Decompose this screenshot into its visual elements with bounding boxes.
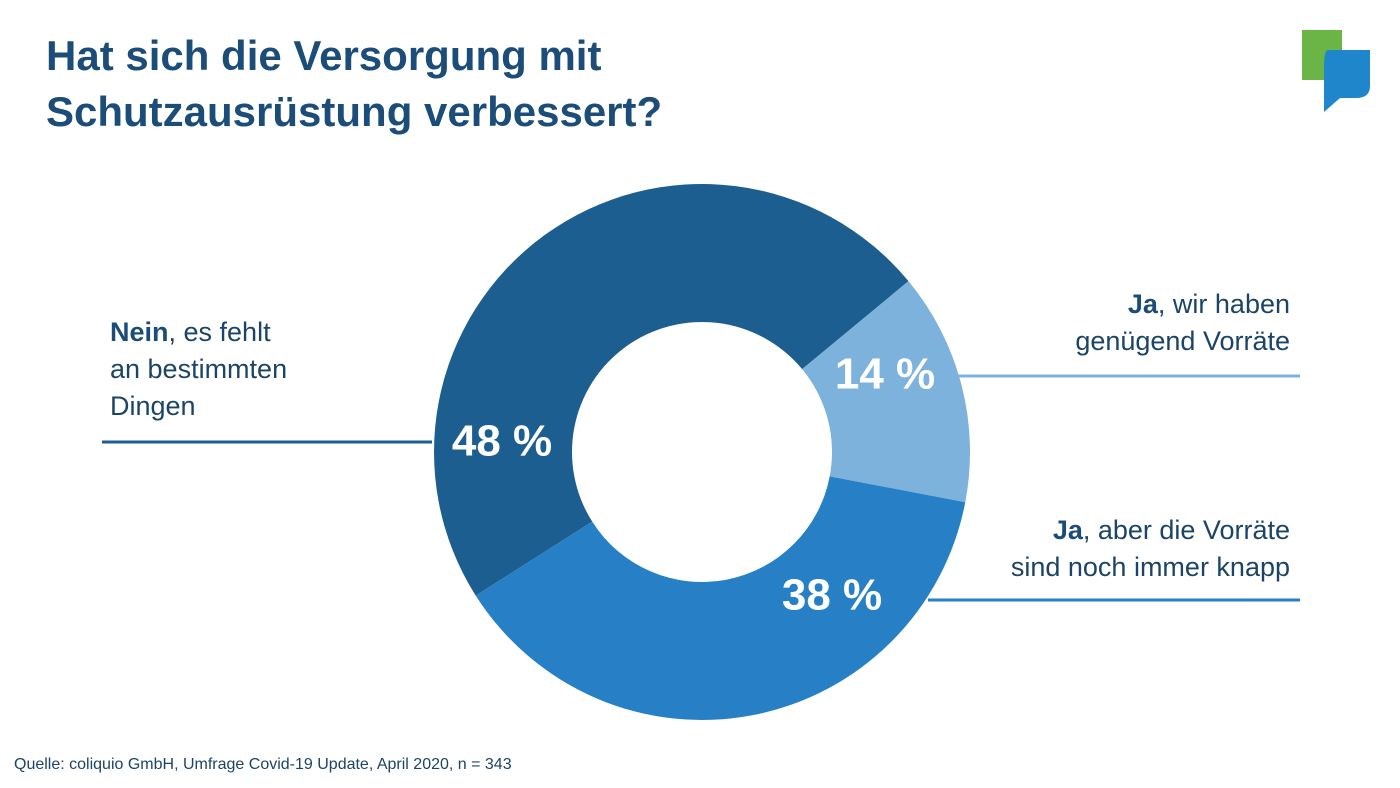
value-label-ja-knapp: 38 %	[782, 571, 882, 620]
slice-label-ja-knapp: Ja, aber die Vorräte sind noch immer kna…	[900, 512, 1290, 586]
chart-title-line-1: Hat sich die Versorgung mit	[46, 32, 602, 79]
chart-title: Hat sich die Versorgung mit Schutzausrüs…	[46, 28, 946, 140]
donut-slice-ja-knapp	[475, 476, 966, 720]
logo-blue-bubble	[1324, 50, 1370, 112]
slice-label-ja-genuegend-bold: Ja	[1127, 289, 1158, 319]
slice-label-ja-knapp-line-2: sind noch immer knapp	[1010, 552, 1290, 582]
slice-label-ja-genuegend-line-1: Ja, wir haben	[960, 286, 1290, 323]
donut-slice-ja-genuegend	[802, 281, 970, 503]
value-label-ja-genuegend: 14 %	[835, 350, 935, 399]
speech-bubbles-logo-icon	[1302, 30, 1370, 112]
slice-label-nein-line-2: an bestimmten	[110, 354, 288, 384]
slice-label-nein: Nein, es fehlt an bestimmten Dingen	[110, 314, 370, 425]
slice-label-ja-genuegend-line-2: genügend Vorräte	[1075, 326, 1290, 356]
slice-label-nein-bold: Nein	[110, 317, 169, 347]
slice-label-ja-genuegend: Ja, wir haben genügend Vorräte	[960, 286, 1290, 360]
slice-label-ja-genuegend-rest: , wir haben	[1157, 289, 1290, 319]
source-note: Quelle: coliquio GmbH, Umfrage Covid-19 …	[14, 756, 512, 773]
slice-label-ja-knapp-line-1: Ja, aber die Vorräte	[900, 512, 1290, 549]
slice-label-nein-rest: , es fehlt	[168, 317, 271, 347]
slice-label-ja-knapp-bold: Ja	[1052, 515, 1083, 545]
value-label-nein: 48 %	[452, 417, 552, 466]
chart-title-line-2: Schutzausrüstung verbessert?	[46, 88, 663, 135]
slice-label-ja-knapp-rest: , aber die Vorräte	[1082, 515, 1290, 545]
donut-slice-nein	[434, 184, 909, 596]
slice-label-nein-line-3: Dingen	[110, 391, 196, 421]
slice-label-nein-line-1: Nein, es fehlt	[110, 314, 370, 351]
